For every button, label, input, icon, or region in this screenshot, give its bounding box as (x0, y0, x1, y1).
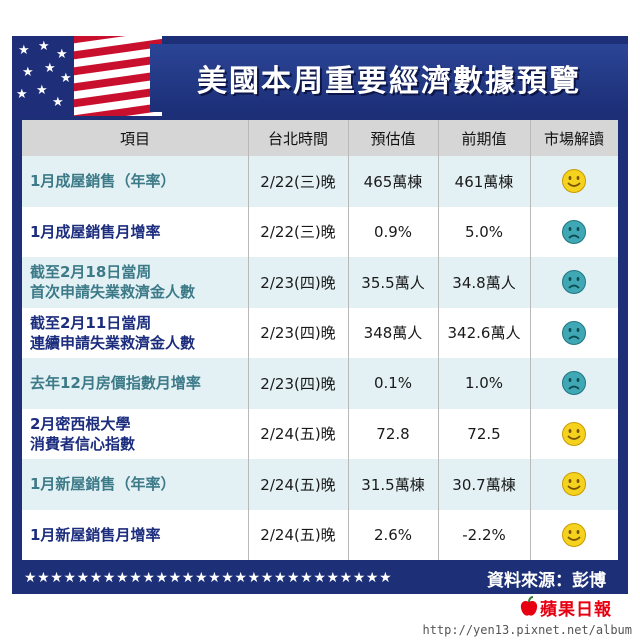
item-name-line: 1月成屋銷售（年率） (30, 172, 176, 191)
table-row: 1月成屋銷售月增率 2/22(三)晚 0.9% 5.0% (22, 206, 618, 258)
item-name-line: 1月新屋銷售月增率 (30, 525, 161, 544)
item-name-cell: 1月成屋銷售月增率 (22, 207, 248, 258)
svg-text:★: ★ (38, 39, 50, 54)
item-name-line: 首次申請失業救濟金人數 (30, 283, 196, 302)
item-name-line: 截至2月18日當周 (30, 263, 152, 282)
svg-text:★: ★ (60, 71, 72, 86)
header-outlook: 市場解讀 (543, 129, 604, 148)
svg-text:★: ★ (44, 61, 56, 76)
sad-face-icon (562, 320, 586, 345)
apple-logo-icon (520, 596, 538, 616)
previous-value-cell: 5.0% (464, 222, 504, 241)
apple-daily-logo: 蘋果日報 (518, 594, 630, 620)
smiley-face-icon (562, 472, 586, 497)
item-name-line: 1月新屋銷售（年率） (30, 475, 176, 494)
item-name-cell: 2月密西根大學 消費者信心指數 (22, 409, 248, 460)
taipei-time-cell: 2/22(三)晚 (260, 223, 336, 242)
item-name-cell: 1月新屋銷售（年率） (22, 459, 248, 510)
item-name-cell: 1月成屋銷售（年率） (22, 156, 248, 207)
previous-value-cell: 34.8萬人 (452, 273, 516, 292)
market-outlook-cell (530, 358, 618, 409)
smiley-face-icon (562, 522, 586, 547)
forecast-value-cell: 465萬棟 (363, 172, 423, 191)
economic-data-table: 項目 台北時間 預估值 前期值 市場解讀 1月成屋銷售（年率） 2/22(三)晚 4… (22, 120, 618, 560)
us-flag-graphic: ★ ★ ★ ★ ★ ★ ★ ★ ★ (12, 36, 162, 116)
forecast-value-cell: 35.5萬人 (361, 273, 425, 292)
data-source-credit: 資料來源：彭博 (487, 570, 606, 591)
star-row-decoration: ★★★★★★★★★★★★★★★★★★★★★★★★★★★★ (24, 570, 393, 586)
table-row: 去年12月房價指數月增率 2/23(四)晚 0.1% 1.0% (22, 358, 618, 409)
header-time: 台北時間 (267, 129, 328, 148)
market-outlook-cell (530, 409, 618, 460)
taipei-time-cell: 2/24(五)晚 (260, 475, 336, 494)
sad-face-icon (562, 371, 586, 396)
table-row: 1月新屋銷售月增率 2/24(五)晚 2.6% -2.2% (22, 509, 618, 561)
column-divider (438, 120, 439, 560)
svg-text:★: ★ (36, 83, 48, 98)
previous-value-cell: 1.0% (464, 374, 504, 393)
svg-text:★: ★ (22, 65, 34, 80)
taipei-time-cell: 2/23(四)晚 (260, 324, 336, 343)
taipei-time-cell: 2/23(四)晚 (260, 374, 336, 393)
item-name-line: 連續申請失業救濟金人數 (30, 333, 196, 352)
item-name-cell: 截至2月11日當周 連續申請失業救濟金人數 (22, 308, 248, 359)
item-name-cell: 1月新屋銷售月增率 (22, 510, 248, 561)
header-item: 項目 (119, 129, 150, 148)
item-name-cell: 去年12月房價指數月增率 (22, 358, 248, 409)
smiley-face-icon (562, 169, 586, 194)
previous-value-cell: 72.5 (467, 424, 501, 443)
item-name-line: 1月成屋銷售月增率 (30, 222, 161, 241)
forecast-value-cell: 2.6% (373, 525, 413, 544)
taipei-time-cell: 2/23(四)晚 (260, 273, 336, 292)
previous-value-cell: 461萬棟 (454, 172, 514, 191)
market-outlook-cell (530, 459, 618, 510)
smiley-face-icon (562, 421, 586, 446)
previous-value-cell: -2.2% (462, 525, 506, 544)
footer-bar: ★★★★★★★★★★★★★★★★★★★★★★★★★★★★ 資料來源：彭博 (12, 562, 628, 594)
table-row: 截至2月11日當周 連續申請失業救濟金人數 2/23(四)晚 348萬人 342.6萬人 (22, 307, 618, 359)
table-header-row: 項目 台北時間 預估值 前期值 市場解讀 (22, 120, 618, 156)
svg-text:★: ★ (52, 95, 64, 110)
item-name-line: 截至2月11日當周 (30, 313, 152, 332)
item-name-line: 去年12月房價指數月增率 (30, 374, 201, 393)
taipei-time-cell: 2/22(三)晚 (260, 172, 336, 191)
table-row: 2月密西根大學 消費者信心指數 2/24(五)晚 72.8 72.5 (22, 408, 618, 460)
header-forecast: 預估值 (370, 129, 416, 148)
item-name-cell: 截至2月18日當周 首次申請失業救濟金人數 (22, 257, 248, 308)
previous-value-cell: 342.6萬人 (447, 324, 521, 343)
previous-value-cell: 30.7萬棟 (452, 475, 516, 494)
svg-text:★: ★ (18, 43, 30, 58)
table-row: 1月新屋銷售（年率） 2/24(五)晚 31.5萬棟 30.7萬棟 (22, 459, 618, 510)
market-outlook-cell (530, 510, 618, 561)
taipei-time-cell: 2/24(五)晚 (260, 526, 336, 545)
title-banner: 美國本周重要經濟數據預覽 (150, 44, 628, 112)
taipei-time-cell: 2/24(五)晚 (260, 425, 336, 444)
item-name-line: 消費者信心指數 (30, 434, 136, 453)
forecast-value-cell: 0.9% (373, 222, 413, 241)
header-previous: 前期值 (461, 129, 507, 148)
forecast-value-cell: 348萬人 (363, 324, 423, 343)
table-row: 截至2月18日當周 首次申請失業救濟金人數 2/23(四)晚 35.5萬人 34.8萬人 (22, 257, 618, 308)
logo-text: 蘋果日報 (540, 599, 612, 620)
column-divider (348, 120, 349, 560)
svg-text:★: ★ (16, 87, 28, 102)
market-outlook-cell (530, 257, 618, 308)
forecast-value-cell: 0.1% (373, 374, 413, 393)
sad-face-icon (562, 219, 586, 244)
column-divider (530, 120, 531, 560)
table-row: 1月成屋銷售（年率） 2/22(三)晚 465萬棟 461萬棟 (22, 156, 618, 207)
market-outlook-cell (530, 308, 618, 359)
forecast-value-cell: 72.8 (376, 424, 410, 443)
forecast-value-cell: 31.5萬棟 (361, 475, 425, 494)
column-divider (248, 120, 249, 560)
market-outlook-cell (530, 156, 618, 207)
market-outlook-cell (530, 207, 618, 258)
svg-text:★: ★ (56, 47, 68, 62)
watermark-url: http://yen13.pixnet.net/album (422, 623, 632, 637)
page-title: 美國本周重要經濟數據預覽 (197, 64, 581, 99)
item-name-line: 2月密西根大學 (30, 414, 131, 433)
sad-face-icon (562, 270, 586, 295)
